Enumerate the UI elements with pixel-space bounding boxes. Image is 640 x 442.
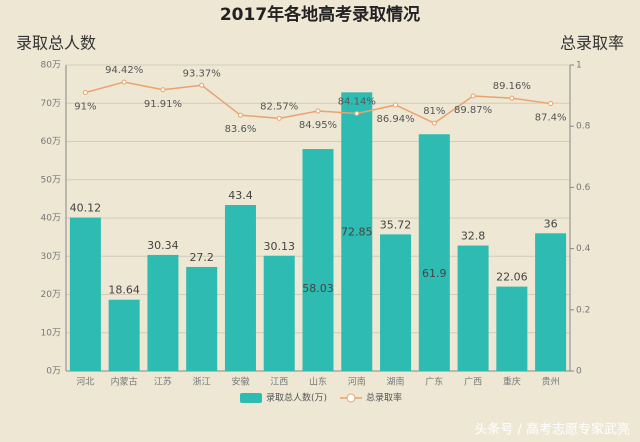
bar-label: 27.2 <box>189 251 214 264</box>
x-tick-label: 湖南 <box>387 376 405 388</box>
line-label: 86.94% <box>376 114 414 125</box>
y-tick-label: 70万 <box>41 99 61 109</box>
bar-label: 30.13 <box>263 240 295 253</box>
bar-label: 72.85 <box>341 225 373 238</box>
line-label: 81% <box>423 106 445 117</box>
legend-label: 录取总人数(万) <box>266 392 327 404</box>
line-point <box>315 108 321 114</box>
y2-tick-label: 1 <box>576 61 582 71</box>
x-tick-label: 内蒙古 <box>111 376 138 388</box>
y2-axis-title: 总录取率 <box>560 34 624 53</box>
legend-label: 总录取率 <box>366 392 402 404</box>
x-tick-label: 山东 <box>309 376 327 388</box>
y2-tick-label: 0.2 <box>576 305 590 315</box>
y-tick-label: 50万 <box>41 175 61 185</box>
line-label: 89.16% <box>493 81 531 92</box>
line-point <box>470 93 476 99</box>
line-point <box>160 87 166 93</box>
bar-label: 58.03 <box>302 282 334 295</box>
line-point <box>548 101 554 107</box>
bar <box>535 233 567 371</box>
x-tick-label: 贵州 <box>542 376 560 388</box>
bar <box>380 234 412 371</box>
bar <box>147 254 179 371</box>
bar <box>418 134 450 371</box>
line-point <box>121 79 127 85</box>
bar <box>302 149 334 371</box>
y2-tick-label: 0 <box>576 367 582 377</box>
x-tick-label: 重庆 <box>503 376 521 388</box>
bar-label: 36 <box>544 217 558 230</box>
bar-label: 30.34 <box>147 239 179 252</box>
x-tick-label: 河南 <box>348 376 366 388</box>
y-tick-label: 40万 <box>41 214 61 224</box>
bar-label: 18.64 <box>108 284 140 297</box>
bar-label: 61.9 <box>422 267 447 280</box>
x-tick-label: 江苏 <box>154 376 172 388</box>
line-point <box>237 112 243 118</box>
watermark: 头条号 / 高考志愿专家武亮 <box>474 422 630 438</box>
bar <box>69 217 101 371</box>
line-point <box>82 90 88 96</box>
line-label: 82.57% <box>260 101 298 112</box>
x-tick-label: 广西 <box>464 376 482 388</box>
bar-label: 22.06 <box>496 271 528 284</box>
bar <box>457 245 489 371</box>
y2-tick-label: 0.4 <box>576 244 591 254</box>
bar <box>108 299 140 371</box>
x-tick-label: 安徽 <box>231 376 249 388</box>
bar <box>186 266 218 371</box>
bar-label: 32.8 <box>461 230 486 243</box>
line-point <box>393 102 399 108</box>
y2-tick-label: 0.6 <box>576 183 591 193</box>
line-label: 84.14% <box>338 97 376 108</box>
x-tick-label: 广东 <box>425 376 443 388</box>
legend-swatch <box>240 393 262 403</box>
legend-swatch <box>346 393 356 403</box>
y-tick-label: 0万 <box>46 367 61 377</box>
y-axis-title: 录取总人数 <box>16 34 96 53</box>
line-label: 91% <box>74 102 96 113</box>
line-label: 84.95% <box>299 120 337 131</box>
y-tick-label: 20万 <box>41 290 61 300</box>
x-tick-label: 浙江 <box>193 376 211 388</box>
y2-tick-label: 0.8 <box>576 122 591 132</box>
x-tick-label: 河北 <box>76 376 94 388</box>
line-label: 83.6% <box>225 124 257 135</box>
y-tick-label: 10万 <box>41 328 61 338</box>
line-label: 93.37% <box>183 68 221 79</box>
line-point <box>199 82 205 88</box>
bar-label: 35.72 <box>380 218 412 231</box>
line-point <box>354 111 360 117</box>
y-tick-label: 60万 <box>41 137 61 147</box>
y-tick-label: 30万 <box>41 252 61 262</box>
line-point <box>509 95 515 101</box>
line-label: 89.87% <box>454 105 492 116</box>
bar <box>224 204 256 371</box>
line-label: 87.4% <box>535 113 567 124</box>
y-tick-label: 80万 <box>41 61 61 71</box>
line-point <box>276 115 282 121</box>
bar <box>263 255 295 371</box>
x-tick-label: 江西 <box>270 377 288 388</box>
line-label: 94.42% <box>105 65 143 76</box>
bar <box>341 92 373 371</box>
line-label: 91.91% <box>144 99 182 110</box>
line-point <box>431 120 437 126</box>
bar <box>496 286 528 371</box>
bar-label: 40.12 <box>70 202 102 215</box>
bar-label: 43.4 <box>228 189 253 202</box>
chart-title: 2017年各地高考录取情况 <box>220 4 420 25</box>
